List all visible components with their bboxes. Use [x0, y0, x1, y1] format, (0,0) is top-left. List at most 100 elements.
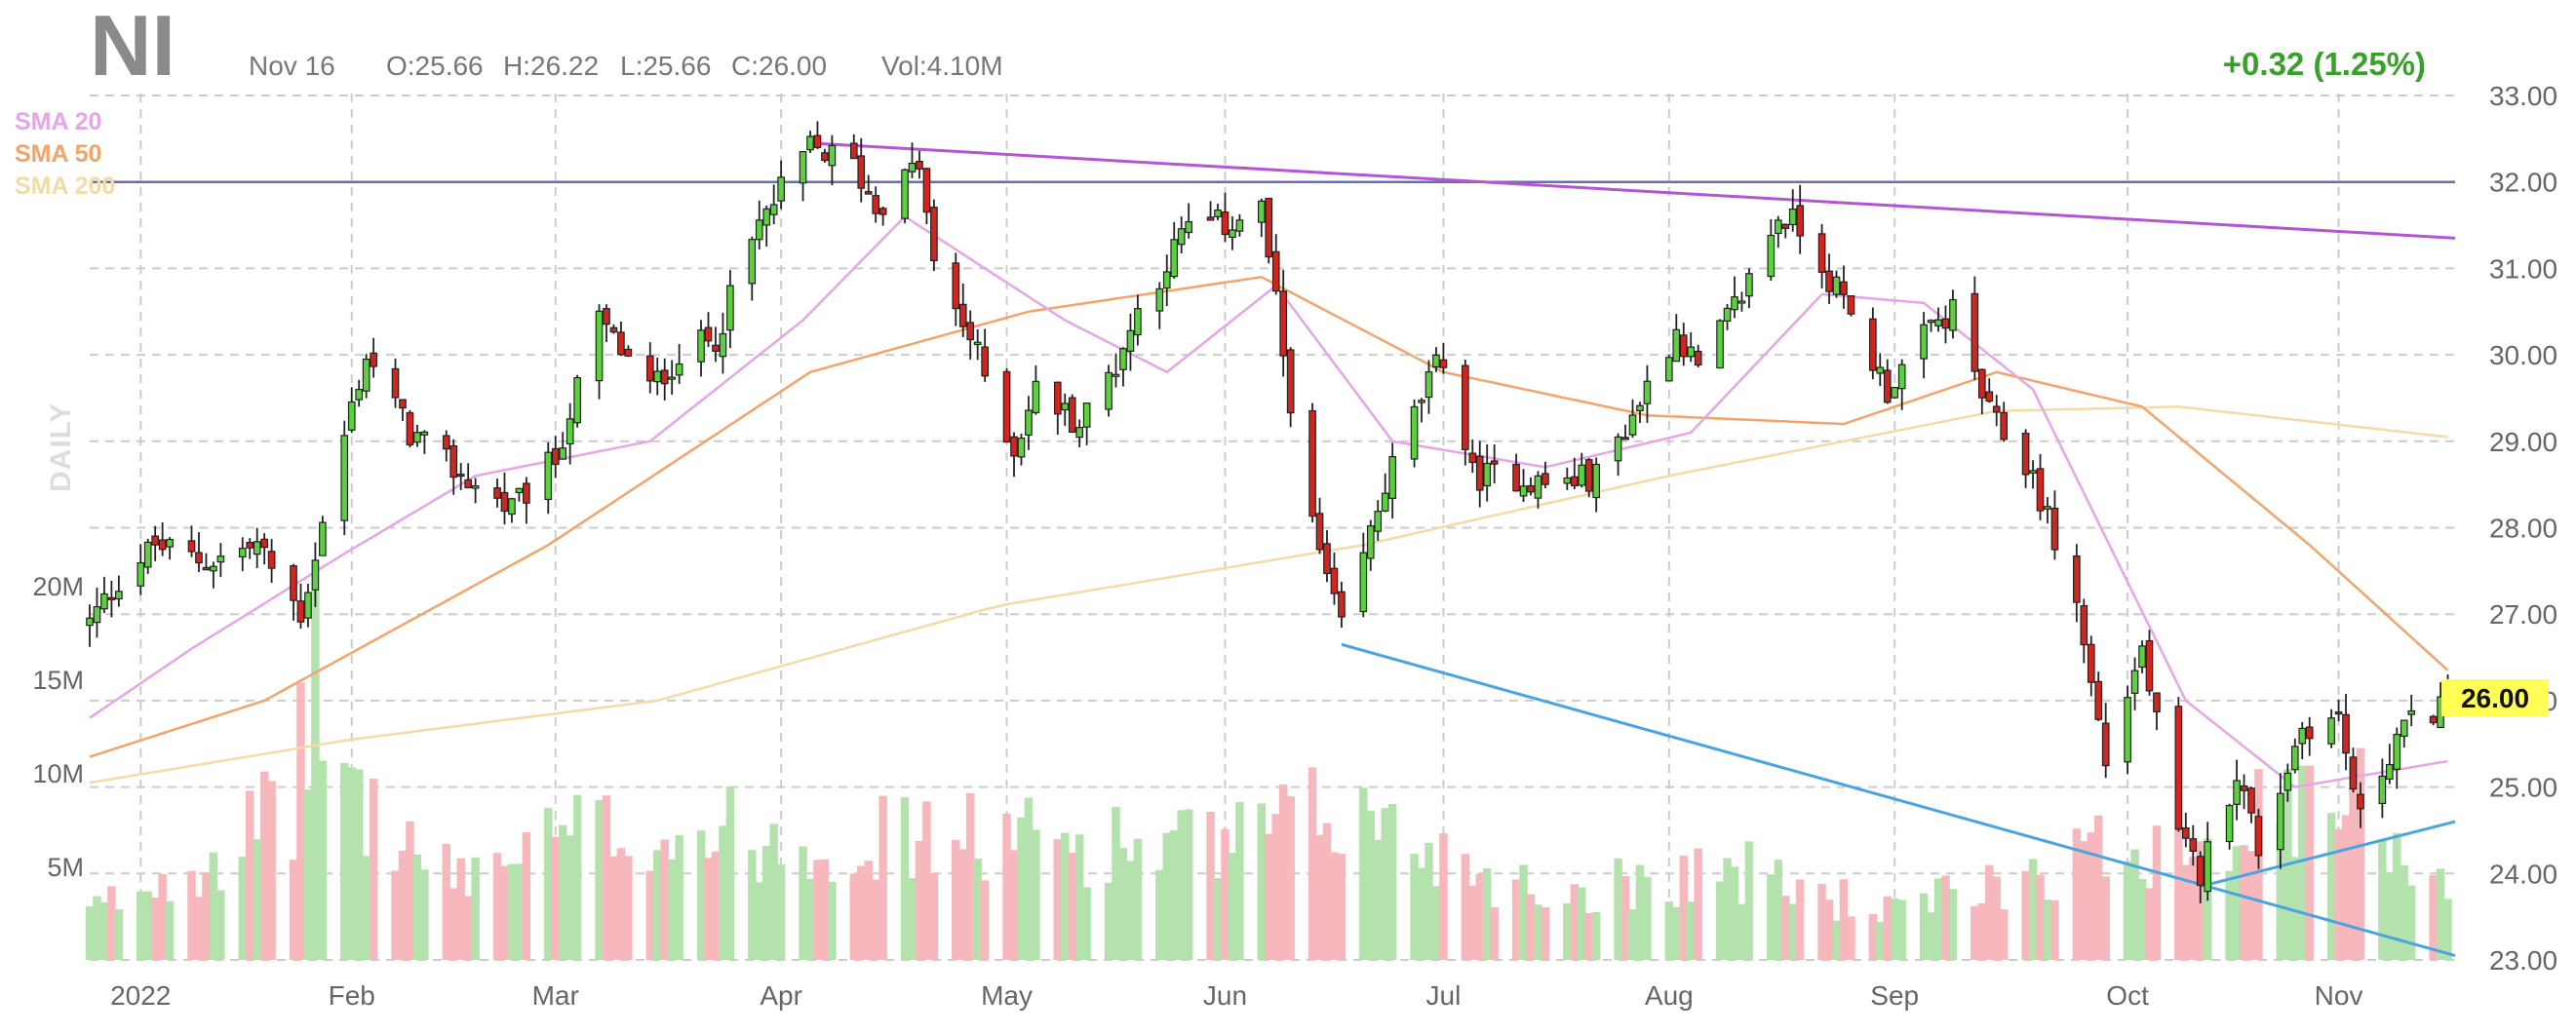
candle-body: [1483, 462, 1492, 487]
volume-bar: [1032, 829, 1040, 960]
volume-bar: [2385, 872, 2395, 960]
candle-body: [166, 538, 174, 548]
candle-body: [1461, 364, 1469, 450]
volume-bar: [2072, 828, 2082, 960]
candle-body: [1570, 476, 1579, 487]
candle-body: [1920, 324, 1928, 360]
candle-body: [2000, 411, 2009, 440]
volume-bar: [1133, 838, 1143, 960]
price-tick-label: 33.00: [2489, 81, 2557, 111]
volume-bar: [1563, 903, 1572, 960]
volume-bar: [602, 795, 611, 960]
date-tick-label: Apr: [760, 980, 802, 1011]
volume-bar: [1832, 920, 1841, 960]
volume-bar: [1686, 901, 1696, 960]
candle-body: [799, 151, 807, 184]
volume-bar: [259, 771, 269, 960]
candle-body: [1082, 402, 1091, 428]
volume-bar: [1971, 905, 1979, 960]
volume-bar: [1431, 886, 1441, 960]
volume-bar: [958, 849, 967, 960]
candle-body: [238, 548, 247, 558]
candle-body: [1061, 402, 1070, 411]
volume-bar: [2240, 845, 2248, 960]
volume-bar: [1679, 855, 1688, 960]
candle-body: [1578, 464, 1586, 486]
volume-bar: [1330, 852, 1339, 960]
candle-body: [493, 487, 501, 499]
candle-body: [399, 399, 407, 409]
volume-axis: 5M 10M 15M 20M: [32, 572, 84, 882]
trendlines: [809, 141, 2456, 958]
candle-body: [777, 176, 785, 202]
candle-body: [370, 352, 377, 367]
candle-body: [821, 152, 829, 162]
volume-bar: [2305, 765, 2314, 960]
date-tick-label: May: [981, 980, 1033, 1011]
volume-bar: [2334, 828, 2343, 960]
candle-body: [1847, 294, 1855, 315]
volume-bar: [1104, 882, 1113, 960]
candle-body: [406, 411, 414, 446]
volume-bar: [1112, 806, 1120, 960]
candle-body: [2349, 756, 2358, 790]
candle-body: [1338, 591, 1346, 618]
candle-body: [697, 329, 705, 363]
candle-body: [668, 376, 676, 380]
volume-bar: [2246, 851, 2256, 960]
volume-bar: [1977, 902, 1987, 960]
candle-body: [2393, 733, 2401, 770]
candle-body: [1105, 371, 1112, 410]
volume-bar: [1126, 861, 1135, 960]
volume-bar: [1118, 848, 1128, 960]
date-tick-label: Feb: [329, 980, 375, 1011]
volume-bar: [2174, 829, 2183, 960]
volume-bar: [194, 897, 204, 960]
volume-bar: [660, 839, 669, 960]
candle-body: [1672, 328, 1681, 363]
volume-bar: [2094, 815, 2103, 960]
candle-body: [675, 363, 683, 376]
volume-bar: [463, 896, 473, 960]
candle-body: [603, 308, 610, 326]
candle-body: [2357, 793, 2364, 810]
ticker-symbol: NI: [90, 0, 176, 94]
candle-body: [1687, 346, 1696, 358]
volume-bar: [1024, 797, 1034, 960]
candle-body: [1774, 219, 1782, 235]
volume-bar: [915, 840, 924, 960]
volume-bar: [1461, 854, 1470, 960]
volume-tick-label: 20M: [32, 572, 84, 601]
candle-body: [471, 485, 480, 489]
volume-bar: [1068, 852, 1076, 960]
volume-bar: [2130, 849, 2139, 960]
candle-body: [246, 541, 254, 549]
candle-body: [1010, 436, 1018, 457]
date-tick-label: Aug: [1645, 980, 1694, 1011]
volume-bar: [813, 860, 822, 960]
candle-body: [1781, 223, 1790, 229]
candle-body: [769, 204, 778, 215]
volume-bar: [267, 781, 276, 960]
volume-bar: [1061, 832, 1070, 960]
candle-body: [107, 596, 116, 600]
legend-sma-20: SMA 20: [15, 108, 101, 135]
volume-bar: [1672, 906, 1681, 960]
volume-bar: [2101, 876, 2110, 960]
volume-bar: [1228, 853, 1237, 960]
candle-body: [1723, 307, 1732, 323]
volume-bar: [1074, 834, 1084, 960]
candle-body: [137, 561, 145, 587]
candle-body: [1185, 220, 1192, 234]
price-tick-label: 28.00: [2489, 514, 2557, 544]
volume-bar: [616, 848, 626, 960]
volume-bar: [420, 869, 429, 960]
candle-body: [1977, 368, 1986, 399]
timeframe-watermark: DAILY: [45, 402, 77, 492]
volume-bar: [2326, 813, 2336, 960]
candle-body: [551, 447, 560, 466]
volume-bar: [114, 909, 124, 960]
candle-body: [1025, 409, 1033, 436]
candle-body: [2094, 680, 2103, 720]
candle-body: [1286, 349, 1295, 414]
